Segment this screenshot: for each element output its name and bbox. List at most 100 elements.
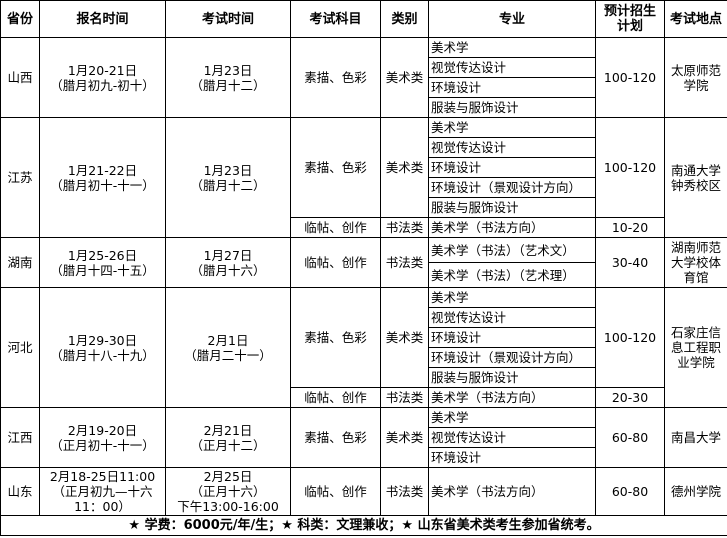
exam-location-line: 钟秀校区 — [670, 177, 721, 193]
exam-location: 湖南师范 大学校体 育馆 — [664, 237, 727, 288]
category: 书法类 — [380, 387, 429, 408]
exam-time-line: 2月25日 — [203, 469, 253, 484]
header-exam-subjects: 考试科目 — [290, 0, 381, 38]
major: 视觉传达设计 — [428, 307, 596, 328]
exam-location-line: 湖南师范 — [670, 240, 721, 255]
table-row: 环境设计 — [1, 157, 727, 178]
major: 视觉传达设计 — [428, 137, 596, 158]
major: 环境设计（景观设计方向） — [428, 177, 596, 198]
exam-location: 南昌大学 — [664, 407, 727, 468]
exam-location-line: 息工程职 — [670, 340, 721, 355]
table-row: 临帖、创作 书法类 美术学（书法方向） 20-30 — [1, 387, 727, 408]
registration-time-line: 2月19-20日 — [67, 422, 138, 438]
exam-time: 1月23日 （腊月十二） — [165, 117, 291, 238]
table-row: 湖南 1月25-26日 （腊月十四-十五） 1月27日 （腊月十六） 临帖、创作 书法类 美术… — [0, 237, 727, 288]
footer-note: ★ 学费：6000元/年/生；★ 科类：文理兼收；★ 山东省美术类考生参加省统考… — [0, 515, 727, 536]
province-name: 湖南 — [0, 237, 40, 288]
exam-location: 德州学院 — [664, 467, 727, 516]
exam-location-line: 学院 — [683, 77, 709, 93]
registration-time: 1月20-21日 （腊月初九-初十） — [39, 37, 166, 118]
enrollment-plan: 60-80 — [595, 407, 665, 468]
exam-location-line: 育馆 — [683, 270, 709, 285]
exam-subjects: 素描、色彩 — [290, 117, 381, 218]
exam-subjects: 临帖、创作 — [290, 467, 381, 516]
exam-subjects: 素描、色彩 — [290, 37, 381, 118]
province-name: 山东 — [0, 467, 40, 516]
category: 美术类 — [380, 407, 429, 468]
major: 环境设计 — [428, 327, 596, 348]
category: 美术类 — [380, 117, 429, 218]
header-major: 专业 — [428, 0, 596, 38]
table-row: 河北 1月29-30日 （腊月十八-十九） 2月1日 （腊月二十一） 素描、色彩 美术类 美术… — [0, 287, 727, 408]
registration-time-line: （腊月十四-十五） — [50, 262, 155, 278]
exam-location-line: 大学校体 — [670, 255, 721, 270]
table-row: 环境设计（景观设计方向） — [1, 177, 727, 198]
major: 美术学 — [428, 407, 596, 428]
exam-time: 1月23日 （腊月十二） — [165, 37, 291, 118]
header-row: 省份 报名时间 考试时间 考试科目 类别 专业 预计招生计划 考试地点 — [0, 0, 727, 38]
enrollment-plan: 10-20 — [595, 217, 665, 238]
registration-time-line: 2月18-25日11:00 — [49, 469, 156, 484]
table-row: 环境设计 — [1, 327, 727, 348]
header-plan: 预计招生计划 — [595, 0, 665, 38]
enrollment-plan: 100-120 — [595, 287, 665, 388]
footer-row: ★ 学费：6000元/年/生；★ 科类：文理兼收；★ 山东省美术类考生参加省统考… — [0, 515, 727, 536]
exam-time-line: 1月27日 — [203, 247, 253, 263]
province-name: 江西 — [0, 407, 40, 468]
exam-time-line: （腊月十二） — [190, 177, 266, 193]
enrollment-plan: 100-120 — [595, 37, 665, 118]
registration-time-line: （正月初九—十六 — [52, 484, 153, 499]
category: 书法类 — [380, 237, 429, 288]
exam-subjects: 临帖、创作 — [290, 387, 381, 408]
category: 书法类 — [380, 217, 429, 238]
table-row: 山西 1月20-21日 （腊月初九-初十） 1月23日 （腊月十二） 素描、色彩 美术类 美术… — [0, 37, 727, 118]
registration-time-line: 11：00） — [74, 499, 131, 514]
exam-time-line: （正月十六） — [190, 484, 266, 499]
registration-time: 1月25-26日 （腊月十四-十五） — [39, 237, 166, 288]
major: 美术学（书法）（艺术文） — [428, 237, 596, 263]
major: 美术学（书法方向） — [428, 387, 596, 408]
registration-time-line: （正月初十-十一） — [50, 437, 155, 453]
major: 服装与服饰设计 — [428, 197, 596, 218]
exam-time-line: 1月23日 — [203, 162, 253, 178]
exam-time-line: 2月1日 — [207, 332, 249, 348]
table-row: 山东 2月18-25日11:00 （正月初九—十六 11：00） 2月25日 （正月十六）… — [0, 467, 727, 516]
header-registration-time: 报名时间 — [39, 0, 166, 38]
table-row: 江西 2月19-20日 （正月初十-十一） 2月21日 （正月十二） 素描、色彩 美术类 美术… — [0, 407, 727, 468]
header-location: 考试地点 — [664, 0, 727, 38]
province-name: 河北 — [0, 287, 40, 408]
category: 美术类 — [380, 37, 429, 118]
exam-subjects: 临帖、创作 — [290, 217, 381, 238]
exam-location-line: 石家庄信 — [670, 325, 721, 340]
header-category: 类别 — [380, 0, 429, 38]
exam-time-line: （腊月二十一） — [184, 347, 272, 363]
exam-location-line: 南昌大学 — [670, 430, 721, 445]
major: 环境设计（景观设计方向） — [428, 347, 596, 368]
province-name: 山西 — [0, 37, 40, 118]
exam-time: 1月27日 （腊月十六） — [165, 237, 291, 288]
major: 环境设计 — [428, 447, 596, 468]
exam-location: 南通大学 钟秀校区 — [664, 117, 727, 238]
registration-time: 2月19-20日 （正月初十-十一） — [39, 407, 166, 468]
exam-time-line: （正月十二） — [190, 437, 266, 453]
registration-time-line: 1月21-22日 — [67, 162, 138, 178]
exam-subjects: 临帖、创作 — [290, 237, 381, 288]
table-row: 江苏 1月21-22日 （腊月初十-十一） 1月23日 （腊月十二） 素描、色彩 美术类 美术… — [0, 117, 727, 238]
table-row: 美术学（书法）（艺术理） — [1, 262, 727, 288]
table-row: 视觉传达设计 — [1, 307, 727, 328]
exam-location-line: 德州学院 — [670, 484, 721, 499]
exam-time-line: 下午13:00-16:00 — [177, 499, 279, 514]
enrollment-plan: 60-80 — [595, 467, 665, 516]
major: 视觉传达设计 — [428, 57, 596, 78]
major: 服装与服饰设计 — [428, 367, 596, 388]
enrollment-plan: 100-120 — [595, 117, 665, 218]
major: 美术学 — [428, 287, 596, 308]
enrollment-plan: 30-40 — [595, 237, 665, 288]
major: 环境设计 — [428, 157, 596, 178]
registration-time-line: 1月20-21日 — [67, 62, 138, 78]
province-name: 江苏 — [0, 117, 40, 238]
major: 美术学 — [428, 117, 596, 138]
exam-location-line: 业学院 — [677, 355, 715, 370]
exam-location: 太原师范 学院 — [664, 37, 727, 118]
